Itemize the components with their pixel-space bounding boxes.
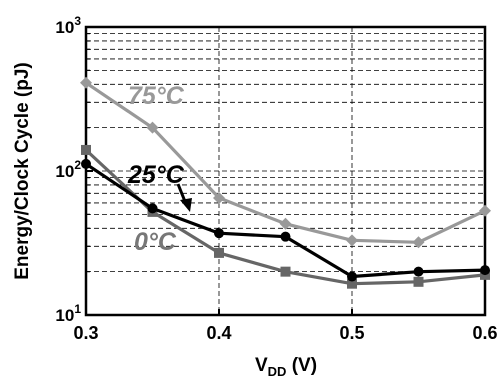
data-point-square bbox=[347, 278, 357, 289]
data-point-diamond bbox=[213, 191, 225, 204]
data-point-diamond bbox=[346, 234, 358, 247]
annotations: 75°C 25°C 0°C bbox=[127, 82, 192, 256]
data-point-diamond bbox=[80, 76, 92, 89]
data-point-square bbox=[214, 247, 224, 258]
data-point-diamond bbox=[479, 204, 491, 217]
series-label-arrowhead bbox=[180, 198, 192, 212]
series-label: 25°C bbox=[127, 161, 185, 189]
x-tick-label: 0.6 bbox=[472, 323, 497, 343]
y-tick-label: 101 bbox=[55, 302, 81, 325]
data-point-diamond bbox=[146, 121, 159, 134]
y-tick-label: 103 bbox=[55, 14, 81, 37]
series-label: 0°C bbox=[134, 228, 177, 256]
data-point-circle bbox=[347, 271, 357, 282]
y-axis-label: Energy/Clock Cycle (pJ) bbox=[12, 62, 33, 280]
x-axis-label: VDD (V) bbox=[255, 355, 317, 379]
data-point-square bbox=[81, 144, 91, 155]
data-point-diamond bbox=[412, 236, 425, 249]
data-point-circle bbox=[413, 266, 424, 277]
x-axis-label-subscript: DD bbox=[268, 364, 287, 379]
y-tick-label: 102 bbox=[55, 158, 81, 181]
x-axis-label-unit: (V) bbox=[286, 355, 317, 376]
series-layer bbox=[80, 76, 491, 289]
data-point-circle bbox=[147, 203, 158, 214]
data-point-circle bbox=[214, 228, 224, 239]
data-point-diamond bbox=[279, 217, 292, 230]
series-label: 75°C bbox=[128, 82, 185, 110]
x-tick-label: 0.3 bbox=[73, 323, 98, 343]
axis-ticks: 0.3 0.4 0.5 0.6 101 102 103 bbox=[55, 14, 497, 343]
data-point-circle bbox=[480, 265, 490, 276]
data-point-square bbox=[280, 266, 291, 277]
x-axis-label-main: V bbox=[255, 355, 268, 376]
x-tick-label: 0.4 bbox=[206, 323, 231, 343]
data-point-circle bbox=[81, 158, 91, 169]
data-point-square bbox=[413, 276, 424, 287]
data-point-circle bbox=[280, 231, 291, 242]
x-tick-label: 0.5 bbox=[339, 323, 364, 343]
